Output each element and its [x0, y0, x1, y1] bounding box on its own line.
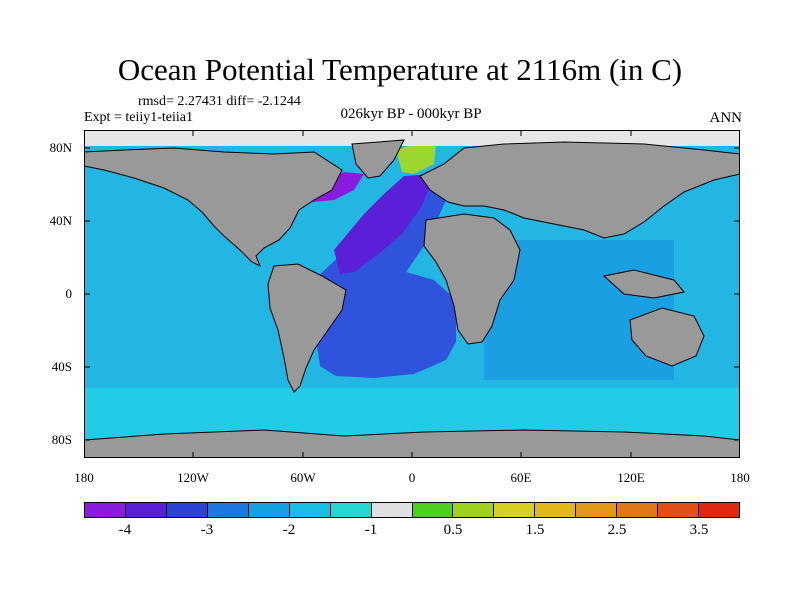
lon-label-120w: 120W	[177, 470, 209, 485]
lon-label-60e: 60E	[510, 470, 532, 485]
colorbar-label: -2	[282, 522, 296, 538]
colorbar-cell	[207, 503, 249, 517]
land-antarctica	[84, 430, 740, 458]
land-greenland	[352, 140, 404, 178]
lat-label-80s: 80S	[51, 432, 72, 447]
map-panel	[84, 130, 740, 458]
lat-label-80n: 80N	[49, 140, 72, 155]
colorbar-cell	[617, 503, 659, 517]
colorbar-cell	[125, 503, 167, 517]
lon-label-0: 0	[408, 470, 416, 485]
colorbar-label: 2.5	[607, 522, 627, 538]
colorbar-cell	[289, 503, 331, 517]
lat-label-40n: 40N	[49, 213, 72, 228]
atlantic-north	[334, 174, 434, 274]
lon-label-60w: 60W	[290, 470, 316, 485]
colorbar-cell	[699, 503, 739, 517]
colorbar-cell	[453, 503, 495, 517]
lat-label-0: 0	[65, 286, 73, 301]
lat-label-40s: 40S	[51, 359, 72, 374]
land-indonesia	[604, 270, 684, 298]
colorbar-cell	[535, 503, 577, 517]
colorbar-cell	[494, 503, 536, 517]
colorbar-cell	[166, 503, 208, 517]
colorbar-label: 3.5	[689, 522, 709, 538]
colorbar-cell	[658, 503, 700, 517]
colorbar-label: 0.5	[443, 522, 463, 538]
lon-label-180w: 180	[74, 470, 94, 485]
colorbar	[84, 502, 740, 518]
experiment-label: Expt = teiiy1-teiia1	[84, 110, 193, 125]
world-map	[84, 130, 740, 458]
colorbar-cell	[576, 503, 618, 517]
colorbar-cell	[371, 503, 413, 517]
land-north-america	[84, 148, 342, 266]
stats-text: rmsd= 2.27431 diff= -2.1244	[138, 94, 301, 109]
colorbar-label: -3	[200, 522, 214, 538]
atlantic-deep	[314, 182, 456, 378]
lon-label-120e: 120E	[617, 470, 645, 485]
colorbar-cell	[330, 503, 372, 517]
colorbar-label: 1.5	[525, 522, 545, 538]
colorbar-cell	[412, 503, 454, 517]
colorbar-cell	[85, 503, 126, 517]
land-eurasia	[420, 142, 740, 238]
lon-label-180e: 180	[730, 470, 750, 485]
colorbar-label: -1	[364, 522, 378, 538]
colorbar-label: -4	[118, 522, 132, 538]
land-australia	[630, 308, 704, 366]
arctic-anomaly	[396, 144, 436, 174]
land-south-america	[268, 264, 346, 392]
colorbar-cell	[248, 503, 290, 517]
season-label: ANN	[709, 110, 743, 126]
plot-title: Ocean Potential Temperature at 2116m (in…	[117, 52, 683, 87]
period-label: 026kyr BP - 000kyr BP	[340, 106, 482, 122]
